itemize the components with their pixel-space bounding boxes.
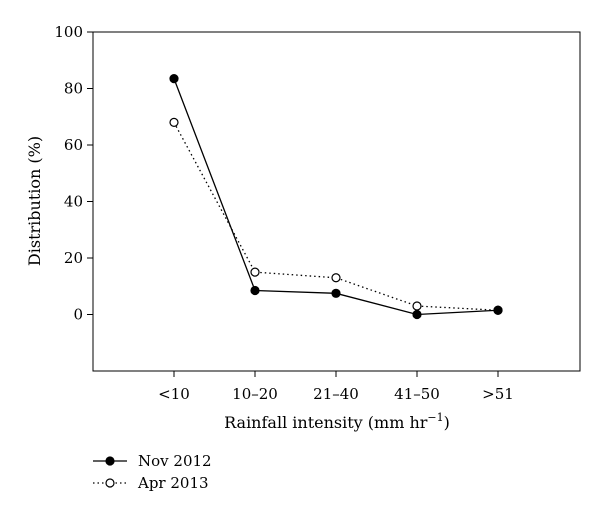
x-axis-title-close: ) (444, 413, 450, 432)
y-tick-label: 80 (64, 80, 83, 98)
legend-marker (105, 456, 115, 466)
x-axis-title: Rainfall intensity (mm hr−1) (224, 411, 450, 432)
data-point (169, 74, 179, 84)
y-tick-label: 0 (73, 306, 83, 324)
x-tick-label: 21–40 (313, 385, 359, 403)
legend-label: Nov 2012 (138, 452, 212, 470)
series-layer (169, 74, 503, 320)
data-point (250, 285, 260, 296)
x-axis-title-superscript: −1 (427, 411, 443, 424)
plot-frame (92, 31, 581, 372)
legend-marker (105, 478, 115, 488)
data-point (331, 273, 341, 283)
data-point (331, 288, 341, 298)
data-point (412, 301, 422, 311)
data-point (412, 309, 422, 320)
legend-label: Apr 2013 (137, 474, 209, 492)
data-point (169, 117, 179, 128)
x-tick-label: 41–50 (394, 385, 440, 403)
x-tick-label: 10–20 (232, 385, 278, 403)
y-tick-label: 20 (64, 249, 83, 267)
x-tick-label: <10 (158, 385, 190, 403)
data-point (250, 267, 260, 277)
x-axis-title-main: Rainfall intensity (mm hr (224, 413, 428, 432)
y-axis: 0 20 40 60 80 100 (54, 23, 93, 324)
y-tick-label: 60 (64, 136, 83, 154)
y-axis-title: Distribution (%) (25, 136, 44, 266)
legend: Nov 2012 Apr 2013 (93, 452, 212, 492)
x-tick-label: >51 (482, 385, 514, 403)
series-line-1 (173, 122, 499, 311)
y-tick-label: 100 (54, 23, 83, 41)
data-point (493, 305, 503, 315)
y-tick-label: 40 (64, 193, 83, 211)
x-axis: <10 10–20 21–40 41–50 >51 (158, 371, 514, 403)
